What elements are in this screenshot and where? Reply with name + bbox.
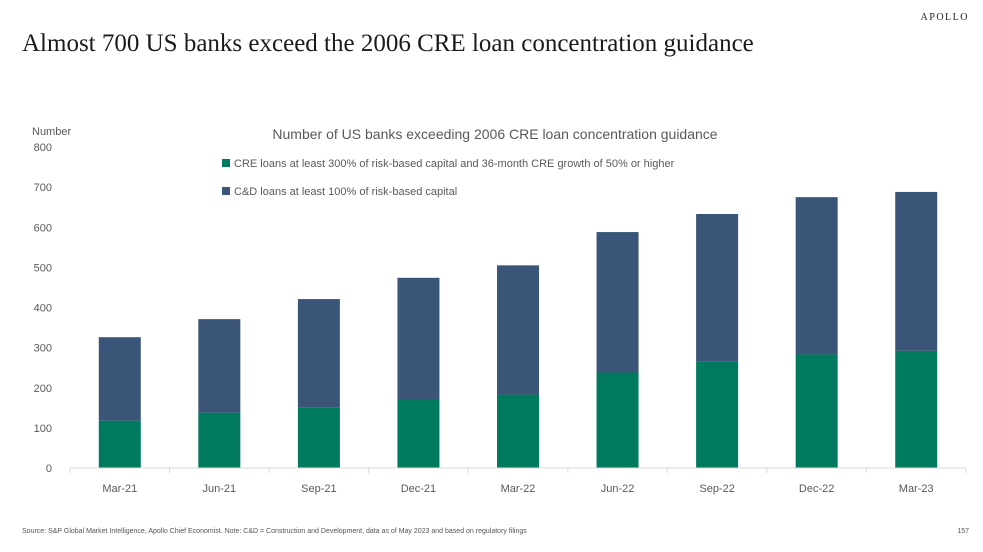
page-headline: Almost 700 US banks exceed the 2006 CRE … — [22, 30, 754, 57]
stacked-bar-chart: Number of US banks exceeding 2006 CRE lo… — [32, 126, 967, 495]
brand-logo: APOLLO — [920, 12, 969, 23]
y-tick-label: 100 — [34, 423, 52, 435]
bar-cd-segment — [895, 191, 938, 351]
bar-cd-segment — [397, 277, 440, 399]
x-tick-label: Jun-22 — [601, 483, 635, 495]
x-tick-label: Sep-21 — [301, 483, 336, 495]
bar-cre-segment — [795, 354, 838, 468]
bar-cre-segment — [397, 398, 440, 468]
x-tick-label: Mar-23 — [899, 483, 934, 495]
legend-swatch-cre — [222, 159, 230, 167]
y-axis: 0 100 200 300 400 500 600 700 800 — [34, 142, 52, 475]
bar-cre-segment — [297, 407, 340, 468]
x-tick-label: Sep-22 — [699, 483, 734, 495]
y-axis-label: Number — [32, 126, 71, 138]
bar-cre-segment — [497, 394, 539, 468]
page-number: 157 — [957, 528, 969, 535]
x-tick-label: Dec-21 — [401, 483, 436, 495]
x-axis: Mar-21 Jun-21 Sep-21 Dec-21 Mar-22 Jun-22 Sep-… — [69, 468, 967, 495]
legend-swatch-cd — [222, 187, 230, 195]
legend-label-cre: CRE loans at least 300% of risk-based ca… — [234, 158, 675, 170]
legend-label-cd: C&D loans at least 100% of risk-based ca… — [234, 186, 457, 198]
bar-cre-segment — [895, 350, 938, 468]
legend: CRE loans at least 300% of risk-based ca… — [222, 158, 675, 198]
bar-cd-segment — [497, 265, 539, 395]
chart-title: Number of US banks exceeding 2006 CRE lo… — [272, 126, 717, 142]
bar-cd-segment — [198, 319, 241, 413]
x-tick-label: Jun-21 — [203, 483, 237, 495]
x-tick-label: Mar-22 — [501, 483, 536, 495]
y-tick-label: 500 — [34, 262, 52, 274]
bar-cre-segment — [696, 361, 739, 468]
bar-cd-segment — [795, 197, 838, 355]
bar-cd-segment — [98, 337, 141, 421]
y-tick-label: 700 — [34, 182, 52, 194]
bar-cre-segment — [198, 412, 241, 468]
bar-cd-segment — [297, 299, 340, 408]
y-tick-label: 300 — [34, 343, 52, 355]
y-tick-label: 200 — [34, 383, 52, 395]
y-tick-label: 600 — [34, 222, 52, 234]
bar-cd-segment — [596, 232, 639, 373]
bar-cre-segment — [596, 372, 639, 468]
bar-cd-segment — [696, 214, 739, 362]
y-tick-label: 400 — [34, 303, 52, 315]
bar-cre-segment — [98, 420, 141, 468]
source-note: Source: S&P Global Market Intelligence, … — [22, 528, 527, 535]
y-tick-label: 800 — [34, 142, 52, 154]
y-tick-label: 0 — [46, 463, 52, 475]
x-tick-label: Mar-21 — [102, 483, 137, 495]
bars — [98, 191, 938, 468]
x-tick-label: Dec-22 — [799, 483, 834, 495]
